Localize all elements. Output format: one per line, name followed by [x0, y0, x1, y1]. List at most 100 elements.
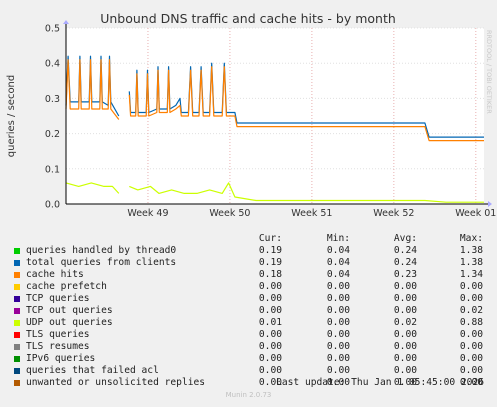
legend-min: 0.00: [326, 317, 350, 328]
legend-min: 0.04: [326, 269, 350, 280]
legend-min: 0.00: [326, 377, 350, 388]
legend-min: 0.00: [326, 293, 350, 304]
legend-swatch: [14, 248, 20, 254]
legend-row: TLS queries 0.00 0.00 0.00 0.00: [0, 329, 497, 341]
legend-min: 0.00: [326, 353, 350, 364]
legend-label: cache hits: [26, 269, 84, 280]
legend-row: queries that failed acl 0.00 0.00 0.00 0.00: [0, 365, 497, 377]
legend-max: 0.00: [459, 281, 483, 292]
legend-avg: 0.00: [393, 341, 417, 352]
legend: Cur: Min: Avg: Max: queries handled by t…: [0, 233, 497, 389]
legend-swatch: [14, 356, 20, 362]
legend-avg: 0.00: [393, 353, 417, 364]
munin-version: Munin 2.0.73: [225, 391, 272, 399]
legend-swatch: [14, 368, 20, 374]
legend-row: queries handled by thread0 0.19 0.04 0.24 1.…: [0, 245, 497, 257]
last-update: Last update: Thu Jan 1 05:45:00 2026: [276, 377, 484, 388]
legend-cur: 0.19: [258, 257, 282, 268]
legend-cur: 0.00: [258, 281, 282, 292]
legend-label: TLS queries: [26, 329, 90, 340]
legend-max: 1.38: [459, 257, 483, 268]
legend-swatch: [14, 272, 20, 278]
legend-row: total queries from clients 0.19 0.04 0.24 1.…: [0, 257, 497, 269]
legend-min: 0.04: [326, 245, 350, 256]
legend-label: unwanted or unsolicited replies: [26, 377, 206, 388]
x-tick-label: Week 50: [209, 208, 250, 219]
y-tick-label: 0.1: [45, 164, 60, 175]
series-line-udp-out-queries: [65, 182, 120, 194]
legend-cur: 0.18: [258, 269, 282, 280]
legend-avg: 0.00: [393, 377, 417, 388]
y-tick-label: 0.5: [45, 24, 60, 35]
legend-max: 0.00: [459, 353, 483, 364]
legend-cur: 0.19: [258, 245, 282, 256]
legend-swatch: [14, 344, 20, 350]
legend-swatch: [14, 320, 20, 326]
legend-cur: 0.00: [258, 377, 282, 388]
legend-label: queries that failed acl: [26, 365, 159, 376]
legend-avg: 0.00: [393, 281, 417, 292]
plot-background: [66, 28, 484, 204]
legend-cur: 0.00: [258, 353, 282, 364]
x-tick-label: Week 51: [291, 208, 332, 219]
x-tick-label: Week 49: [127, 208, 168, 219]
legend-max: 0.00: [459, 365, 483, 376]
legend-avg: 0.24: [393, 245, 417, 256]
series-layer: [65, 55, 484, 203]
x-axis-arrow-icon: [488, 201, 492, 207]
legend-avg: 0.00: [393, 305, 417, 316]
legend-swatch: [14, 284, 20, 290]
legend-max: 0.00: [459, 341, 483, 352]
x-tick-labels: Week 49 Week 50 Week 51 Week 52 Week 01: [127, 208, 496, 219]
legend-label: TLS resumes: [26, 341, 90, 352]
legend-max: 0.88: [459, 317, 483, 328]
header-max: Max:: [459, 233, 483, 244]
legend-row: TLS resumes 0.00 0.00 0.00 0.00: [0, 341, 497, 353]
legend-cur: 0.00: [258, 365, 282, 376]
legend-max: 1.38: [459, 245, 483, 256]
legend-max: 0.00: [459, 377, 483, 388]
legend-row: TCP out queries 0.00 0.00 0.00 0.02: [0, 305, 497, 317]
header-cur: Cur:: [258, 233, 282, 244]
legend-cur: 0.00: [258, 293, 282, 304]
legend-label: UDP out queries: [26, 317, 113, 328]
legend-swatch: [14, 296, 20, 302]
y-tick-labels: 0.0 0.1 0.2 0.3 0.4 0.5: [45, 24, 60, 211]
legend-label: IPv6 queries: [26, 353, 96, 364]
legend-row: cache prefetch 0.00 0.00 0.00 0.00: [0, 281, 497, 293]
legend-min: 0.00: [326, 341, 350, 352]
legend-avg: 0.00: [393, 329, 417, 340]
legend-cur: 0.01: [258, 317, 282, 328]
legend-avg: 0.24: [393, 257, 417, 268]
rrdtool-watermark: RRDTOOL / TOBI OETIKER: [485, 30, 493, 114]
legend-min: 0.00: [326, 281, 350, 292]
legend-cur: 0.00: [258, 305, 282, 316]
header-avg: Avg:: [393, 233, 417, 244]
legend-max: 0.02: [459, 305, 483, 316]
legend-label: cache prefetch: [26, 281, 107, 292]
legend-avg: 0.23: [393, 269, 417, 280]
y-axis-arrow-icon: [63, 20, 69, 24]
legend-label: queries handled by thread0: [26, 245, 177, 256]
y-tick-label: 0.3: [45, 94, 60, 105]
y-tick-label: 0.2: [45, 129, 60, 140]
traffic-chart: 0.0 0.1 0.2 0.3 0.4 0.5 Week 49 Week 50 Week 51…: [6, 11, 496, 219]
legend-row: cache hits 0.18 0.04 0.23 1.34: [0, 269, 497, 281]
legend-min: 0.00: [326, 305, 350, 316]
legend-max: 0.00: [459, 293, 483, 304]
y-axis-label: queries / second: [6, 75, 17, 157]
legend-row: IPv6 queries 0.00 0.00 0.00 0.00: [0, 353, 497, 365]
legend-max: 1.34: [459, 269, 483, 280]
legend-row: UDP out queries 0.01 0.00 0.02 0.88: [0, 317, 497, 329]
y-tick-label: 0.0: [45, 200, 60, 211]
x-tick-label: Week 52: [373, 208, 414, 219]
x-tick-label: Week 01: [455, 208, 496, 219]
chart-title: Unbound DNS traffic and cache hits - by …: [100, 11, 396, 26]
header-min: Min:: [326, 233, 350, 244]
legend-swatch: [14, 380, 20, 386]
legend-avg: 0.00: [393, 365, 417, 376]
legend-min: 0.00: [326, 365, 350, 376]
legend-swatch: [14, 332, 20, 338]
y-tick-label: 0.4: [45, 59, 60, 70]
legend-label: TCP out queries: [26, 305, 113, 316]
